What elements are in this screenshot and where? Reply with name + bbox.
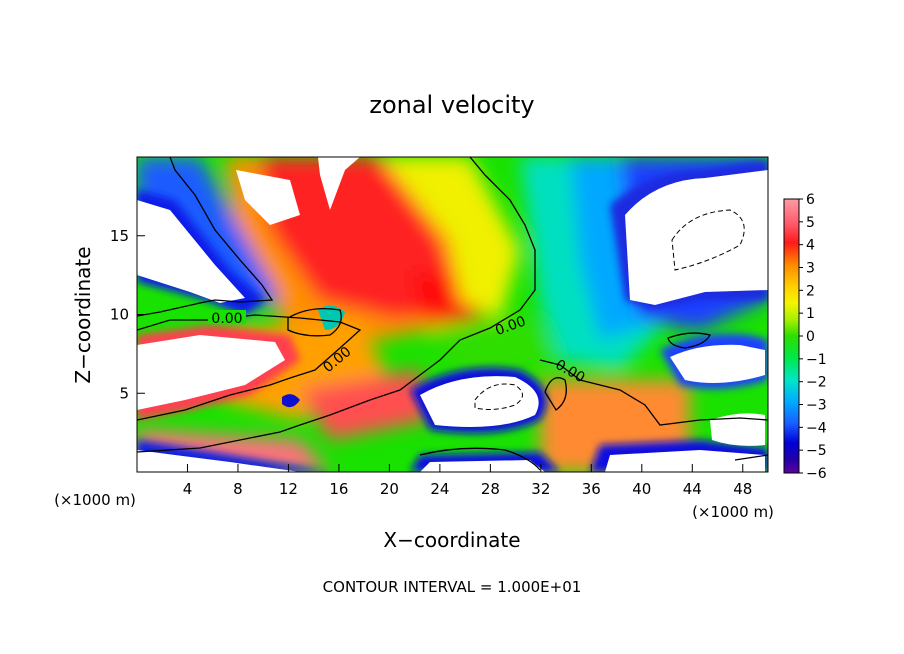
colorbar <box>783 198 800 474</box>
x-tick-label: 12 <box>279 480 298 498</box>
colorbar-tick-label: −2 <box>806 375 827 391</box>
y-tick-label: 10 <box>110 306 129 324</box>
x-unit-left: (×1000 m) <box>54 491 136 509</box>
colorbar-tick-label: 2 <box>806 283 815 299</box>
colorbar-tick-label: 5 <box>806 215 815 231</box>
x-tick-label: 44 <box>683 480 702 498</box>
colorbar-tick-label: 4 <box>806 238 815 254</box>
colorbar-tick-label: −5 <box>806 443 827 459</box>
x-unit-right: (×1000 m) <box>692 503 774 521</box>
x-tick-label: 16 <box>329 480 348 498</box>
x-tick-label: 48 <box>733 480 752 498</box>
plot-area: 0.00 0.00 0.00 0.00 <box>137 157 768 472</box>
x-axis-ticks: 4 8 12 16 20 24 28 32 36 40 44 48 <box>183 464 752 498</box>
colorbar-tick-label: −1 <box>806 352 827 368</box>
y-axis-ticks: 5 10 15 <box>110 227 145 402</box>
colorbar-ticks: 6 5 4 3 2 1 0 −1 −2 −3 −4 −5 −6 <box>799 192 827 482</box>
colorbar-tick-label: −6 <box>806 466 827 482</box>
colorbar-tick-label: −3 <box>806 398 827 414</box>
y-tick-label: 5 <box>119 384 129 402</box>
x-tick-label: 28 <box>481 480 500 498</box>
colorbar-tick-label: 6 <box>806 192 815 208</box>
colorbar-tick-label: 0 <box>806 329 815 345</box>
colorbar-tick-label: 3 <box>806 261 815 277</box>
x-tick-label: 24 <box>430 480 449 498</box>
x-axis-label: X−coordinate <box>383 528 520 552</box>
x-tick-label: 32 <box>531 480 550 498</box>
x-tick-label: 36 <box>582 480 601 498</box>
chart-title: zonal velocity <box>369 91 534 119</box>
contour-interval-note: CONTOUR INTERVAL = 1.000E+01 <box>323 578 582 596</box>
y-axis-label: Z−coordinate <box>71 246 95 383</box>
x-tick-label: 20 <box>380 480 399 498</box>
x-tick-label: 4 <box>183 480 193 498</box>
colorbar-tick-label: 1 <box>806 306 815 322</box>
x-tick-label: 40 <box>632 480 651 498</box>
contour-label-1: 0.00 <box>211 311 242 327</box>
x-tick-label: 8 <box>233 480 243 498</box>
colorbar-tick-label: −4 <box>806 420 827 436</box>
y-tick-label: 15 <box>110 227 129 245</box>
